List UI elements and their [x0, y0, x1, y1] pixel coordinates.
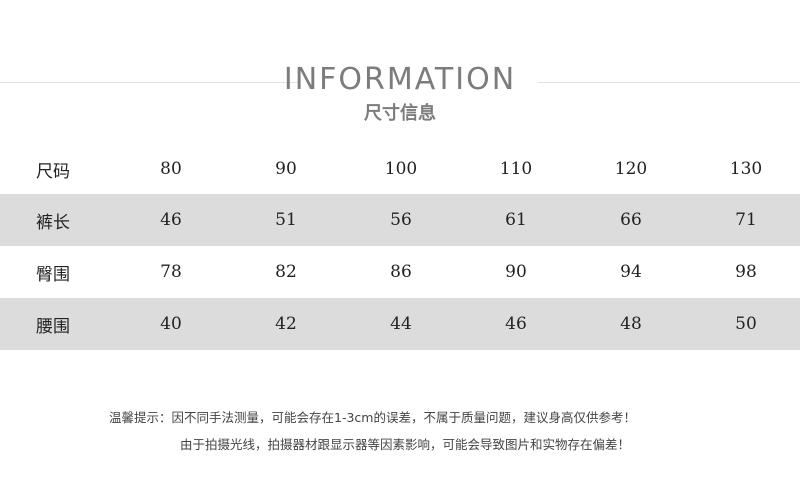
- row-label: 尺码: [36, 161, 70, 182]
- row-label: 裤长: [36, 212, 70, 233]
- page-subtitle: 尺寸信息: [364, 103, 436, 124]
- page-title: INFORMATION: [283, 62, 517, 97]
- table-cell: 46: [160, 210, 182, 230]
- row-label: 臀围: [36, 264, 70, 285]
- table-cell: 56: [390, 210, 412, 230]
- table-cell: 98: [735, 262, 757, 282]
- table-cell: 80: [160, 159, 182, 179]
- table-cell: 51: [275, 210, 297, 230]
- table-row: 腰围 40 42 44 46 48 50: [0, 298, 800, 350]
- table-row: 裤长 46 51 56 61 66 71: [0, 194, 800, 246]
- table-cell: 90: [275, 159, 297, 179]
- row-label: 腰围: [36, 316, 70, 337]
- table-cell: 71: [735, 210, 757, 230]
- table-cell: 44: [390, 314, 412, 334]
- table-cell: 61: [505, 210, 527, 230]
- table-cell: 40: [160, 314, 182, 334]
- table-cell: 90: [505, 262, 527, 282]
- table-cell: 94: [620, 262, 642, 282]
- table-cell: 120: [614, 159, 648, 179]
- header-divider-left: [0, 82, 298, 83]
- table-row: 尺码 80 90 100 110 120 130: [0, 143, 800, 195]
- table-cell: 100: [384, 159, 418, 179]
- table-cell: 86: [390, 262, 412, 282]
- table-cell: 78: [160, 262, 182, 282]
- table-cell: 46: [505, 314, 527, 334]
- table-cell: 66: [620, 210, 642, 230]
- note-1: 温馨提示：因不同手法测量，可能会存在1-3cm的误差，不属于质量问题，建议身高仅…: [109, 410, 636, 425]
- table-cell: 82: [275, 262, 297, 282]
- table-cell: 42: [275, 314, 297, 334]
- table-cell: 130: [729, 159, 763, 179]
- table-cell: 50: [735, 314, 757, 334]
- note-2: 由于拍摄光线，拍摄器材跟显示器等因素影响，可能会导致图片和实物存在偏差！: [180, 437, 631, 452]
- table-row: 臀围 78 82 86 90 94 98: [0, 246, 800, 298]
- header-divider-right: [538, 82, 800, 83]
- table-cell: 48: [620, 314, 642, 334]
- table-cell: 110: [499, 159, 533, 179]
